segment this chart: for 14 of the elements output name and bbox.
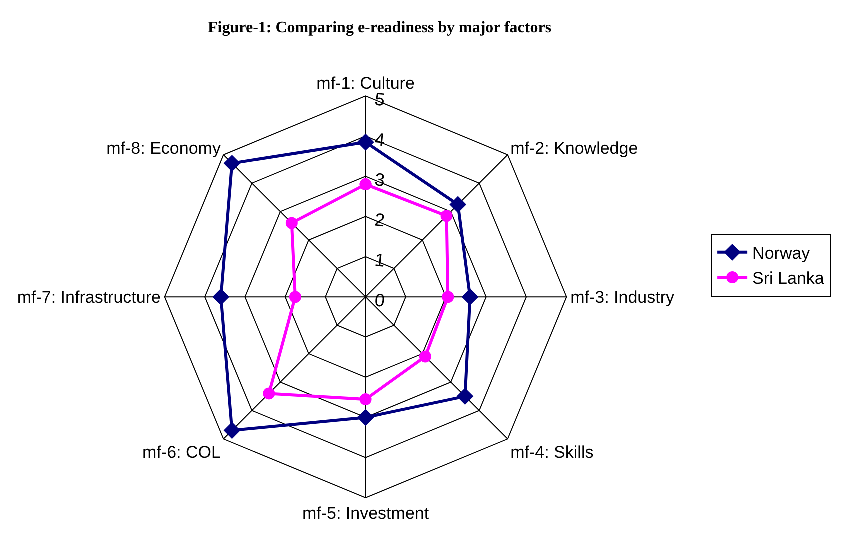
y-tick-label: 1 xyxy=(374,250,386,271)
y-tick-label: 2 xyxy=(374,210,386,231)
spoke-label: mf-6: COL xyxy=(142,443,221,462)
legend-label: Norway xyxy=(752,244,811,264)
spoke-label: mf-7: Infrastructure xyxy=(17,288,161,308)
spoke-label: mf-5: Investment xyxy=(302,504,430,523)
y-tick-label: 0 xyxy=(374,290,386,312)
spoke-label: mf-2: Knowledge xyxy=(510,139,638,158)
legend-label: Sri Lanka xyxy=(752,269,825,288)
spoke-label: mf-8: Economy xyxy=(106,139,222,158)
y-tick-label: 3 xyxy=(374,170,386,190)
spoke-label: mf-3: Industry xyxy=(570,288,676,308)
chart-title: Figure-1: Comparing e-readiness by major factors xyxy=(208,20,552,37)
spoke-label: mf-4: Skills xyxy=(510,443,594,462)
